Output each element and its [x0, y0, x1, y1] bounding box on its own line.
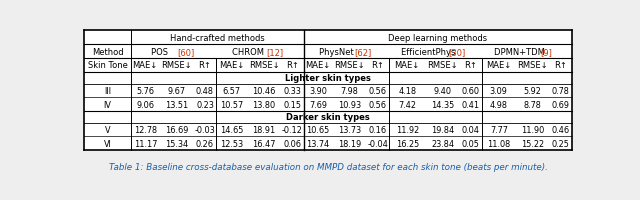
- Text: 10.57: 10.57: [220, 100, 243, 109]
- Text: 15.34: 15.34: [165, 139, 188, 148]
- Text: 0.56: 0.56: [369, 100, 387, 109]
- Text: PhysNet: PhysNet: [319, 47, 356, 56]
- Text: R↑: R↑: [554, 61, 567, 70]
- Text: 13.74: 13.74: [307, 139, 330, 148]
- Text: CHROM: CHROM: [232, 47, 267, 56]
- Text: 0.69: 0.69: [552, 100, 570, 109]
- Text: 13.80: 13.80: [252, 100, 275, 109]
- Text: 12.53: 12.53: [220, 139, 243, 148]
- Text: [60]: [60]: [177, 47, 195, 56]
- Text: 0.33: 0.33: [284, 86, 301, 95]
- Text: 23.84: 23.84: [431, 139, 454, 148]
- Text: Table 1: Baseline cross-database evaluation on MMPD dataset for each skin tone (: Table 1: Baseline cross-database evaluat…: [109, 162, 547, 171]
- Text: Method: Method: [92, 47, 124, 56]
- Text: 3.90: 3.90: [309, 86, 327, 95]
- Text: 0.56: 0.56: [369, 86, 387, 95]
- Text: 16.47: 16.47: [252, 139, 276, 148]
- Text: R↑: R↑: [371, 61, 384, 70]
- Text: [30]: [30]: [448, 47, 465, 56]
- Text: 16.69: 16.69: [165, 125, 188, 134]
- Text: 0.60: 0.60: [462, 86, 480, 95]
- Text: 7.77: 7.77: [490, 125, 508, 134]
- Text: 11.17: 11.17: [134, 139, 157, 148]
- Text: 9.67: 9.67: [168, 86, 186, 95]
- Text: 0.78: 0.78: [552, 86, 570, 95]
- Text: 19.84: 19.84: [431, 125, 454, 134]
- Text: 7.98: 7.98: [340, 86, 358, 95]
- Text: 16.25: 16.25: [396, 139, 419, 148]
- Text: V: V: [105, 125, 110, 134]
- Text: 5.76: 5.76: [136, 86, 154, 95]
- Text: Lighter skin types: Lighter skin types: [285, 74, 371, 83]
- Text: POS: POS: [152, 47, 171, 56]
- Text: III: III: [104, 86, 111, 95]
- Text: 4.18: 4.18: [398, 86, 416, 95]
- Text: R↑: R↑: [286, 61, 299, 70]
- Text: RMSE↓: RMSE↓: [248, 61, 279, 70]
- Text: 0.48: 0.48: [196, 86, 214, 95]
- Text: 0.05: 0.05: [462, 139, 480, 148]
- Text: MAE↓: MAE↓: [132, 61, 158, 70]
- Text: 9.06: 9.06: [136, 100, 154, 109]
- Text: 11.08: 11.08: [487, 139, 510, 148]
- Text: [9]: [9]: [541, 47, 552, 56]
- Text: 6.57: 6.57: [223, 86, 241, 95]
- Text: RMSE↓: RMSE↓: [334, 61, 365, 70]
- Text: MAE↓: MAE↓: [219, 61, 244, 70]
- Text: Hand-crafted methods: Hand-crafted methods: [170, 34, 265, 43]
- Text: 0.41: 0.41: [462, 100, 480, 109]
- Text: R↑: R↑: [198, 61, 211, 70]
- Text: 0.26: 0.26: [196, 139, 214, 148]
- Text: 11.92: 11.92: [396, 125, 419, 134]
- Text: 7.42: 7.42: [398, 100, 416, 109]
- Text: 14.65: 14.65: [220, 125, 243, 134]
- Text: [62]: [62]: [354, 47, 371, 56]
- Text: [12]: [12]: [267, 47, 284, 56]
- Text: 0.46: 0.46: [552, 125, 570, 134]
- Text: IV: IV: [104, 100, 111, 109]
- Text: RMSE↓: RMSE↓: [517, 61, 548, 70]
- Text: Skin Tone: Skin Tone: [88, 61, 127, 70]
- Text: 0.16: 0.16: [369, 125, 387, 134]
- Text: 15.22: 15.22: [521, 139, 544, 148]
- Text: 13.51: 13.51: [165, 100, 188, 109]
- Text: 0.25: 0.25: [552, 139, 570, 148]
- Text: 9.40: 9.40: [433, 86, 452, 95]
- Text: MAE↓: MAE↓: [486, 61, 511, 70]
- Text: 0.06: 0.06: [284, 139, 301, 148]
- Text: 7.69: 7.69: [309, 100, 327, 109]
- Text: 13.73: 13.73: [338, 125, 361, 134]
- Text: 11.90: 11.90: [521, 125, 544, 134]
- Text: 18.91: 18.91: [252, 125, 276, 134]
- Text: 14.35: 14.35: [431, 100, 454, 109]
- Text: 0.04: 0.04: [462, 125, 480, 134]
- Text: -0.04: -0.04: [367, 139, 388, 148]
- Text: VI: VI: [104, 139, 111, 148]
- Text: 8.78: 8.78: [524, 100, 541, 109]
- Text: MAE↓: MAE↓: [305, 61, 330, 70]
- Text: 0.15: 0.15: [284, 100, 301, 109]
- Text: -0.12: -0.12: [282, 125, 303, 134]
- Text: R↑: R↑: [465, 61, 477, 70]
- Text: EfficientPhys: EfficientPhys: [401, 47, 458, 56]
- Text: 18.19: 18.19: [338, 139, 361, 148]
- Text: -0.03: -0.03: [195, 125, 215, 134]
- Text: 10.65: 10.65: [307, 125, 330, 134]
- Text: 5.92: 5.92: [524, 86, 541, 95]
- Text: 10.93: 10.93: [338, 100, 361, 109]
- Text: 0.23: 0.23: [196, 100, 214, 109]
- Text: MAE↓: MAE↓: [395, 61, 420, 70]
- Text: Darker skin types: Darker skin types: [286, 113, 370, 122]
- Text: Deep learning methods: Deep learning methods: [388, 34, 488, 43]
- Text: DPMN+TDM: DPMN+TDM: [494, 47, 547, 56]
- Text: RMSE↓: RMSE↓: [161, 61, 192, 70]
- Text: RMSE↓: RMSE↓: [428, 61, 458, 70]
- Text: 3.09: 3.09: [490, 86, 508, 95]
- Text: 12.78: 12.78: [134, 125, 157, 134]
- Text: 4.98: 4.98: [490, 100, 508, 109]
- Text: 10.46: 10.46: [252, 86, 276, 95]
